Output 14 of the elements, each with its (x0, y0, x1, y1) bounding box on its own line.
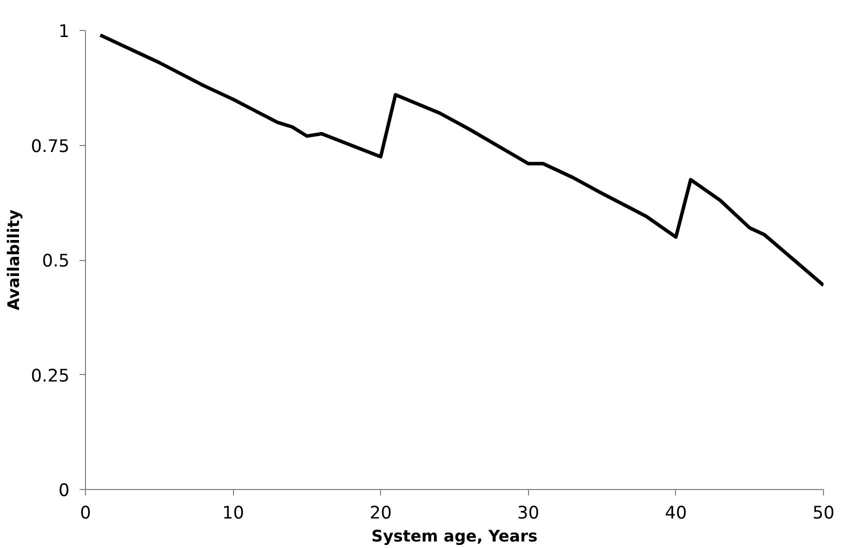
x-tick-label: 40 (664, 504, 687, 524)
y-tick-label: 0.25 (30, 366, 70, 386)
y-tick-label: 0 (58, 481, 70, 501)
x-tick-label: 0 (80, 504, 92, 524)
x-tick-label: 50 (812, 504, 835, 524)
y-tick-label: 1 (58, 22, 70, 42)
x-axis-title: System age, Years (371, 526, 538, 546)
x-tick-label: 20 (370, 504, 392, 524)
line-series (98, 33, 824, 287)
y-tick-label: 0.75 (30, 136, 70, 157)
y-tick-label: 0.5 (42, 252, 70, 272)
y-axis-title: Availability (4, 209, 23, 310)
x-tick-label: 30 (517, 504, 540, 524)
x-tick-label: 10 (222, 504, 244, 524)
